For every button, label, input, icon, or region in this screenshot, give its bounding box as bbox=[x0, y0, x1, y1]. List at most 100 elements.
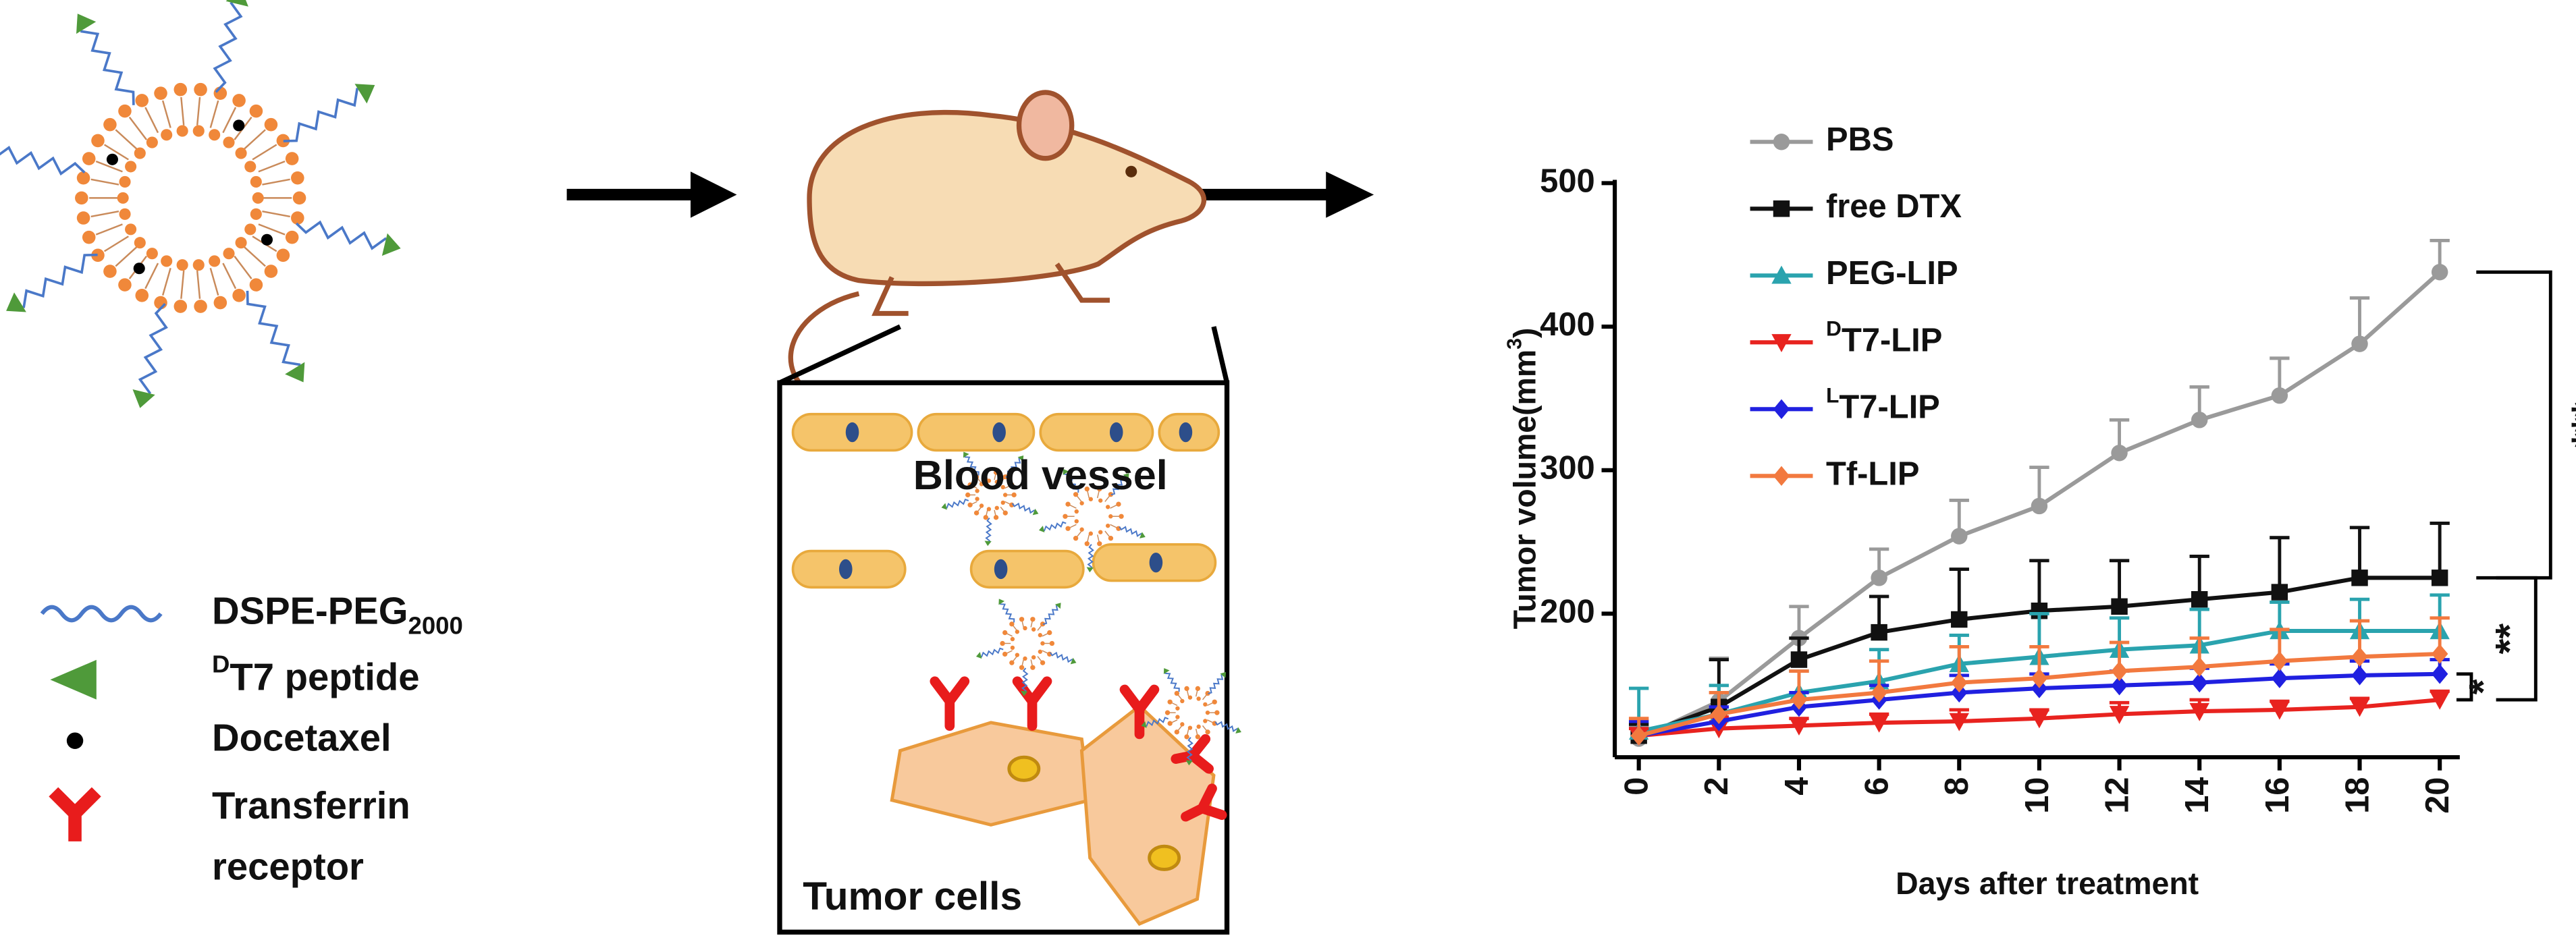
lipid-head bbox=[1038, 649, 1043, 654]
lipid-tail bbox=[1207, 719, 1214, 723]
marker bbox=[2431, 264, 2448, 281]
lipid-head bbox=[103, 265, 117, 278]
lipid-head bbox=[135, 94, 149, 107]
lipid-head bbox=[76, 171, 90, 185]
lipid-head bbox=[973, 474, 980, 480]
lipid-tail bbox=[971, 484, 977, 489]
lipid-head bbox=[1019, 617, 1025, 622]
lipid-tail bbox=[1012, 656, 1017, 662]
lipid-head bbox=[194, 300, 207, 313]
lipid-head bbox=[276, 134, 290, 148]
marker bbox=[2111, 661, 2128, 682]
lipid-head bbox=[1098, 498, 1103, 503]
lipid-head bbox=[1174, 729, 1180, 735]
lipid-head bbox=[993, 515, 999, 520]
tumor-nucleus bbox=[1148, 844, 1181, 871]
lipid-head bbox=[1065, 501, 1071, 507]
lipid-head bbox=[1108, 536, 1114, 541]
lipid-head bbox=[125, 223, 137, 236]
lipid-tail bbox=[1021, 659, 1024, 666]
lipid-head bbox=[1187, 725, 1193, 730]
lipid-head bbox=[264, 117, 278, 132]
marker bbox=[1790, 651, 1808, 668]
peg-chain bbox=[1043, 521, 1067, 532]
lipid-head bbox=[1011, 492, 1017, 498]
peg-chain bbox=[1186, 737, 1193, 761]
lipid-head bbox=[1002, 651, 1008, 657]
lipid-tail bbox=[252, 144, 277, 161]
mouse-legs bbox=[871, 262, 1110, 316]
x-tick-label: 12 bbox=[2099, 777, 2135, 814]
lipid-tail bbox=[986, 509, 988, 516]
nucleus bbox=[839, 559, 853, 580]
lipid-head bbox=[250, 208, 262, 220]
lipid-head bbox=[1079, 527, 1084, 532]
lipid-tail bbox=[1195, 728, 1198, 736]
marker bbox=[1771, 265, 1792, 284]
marker bbox=[1773, 466, 1790, 487]
lipid-head bbox=[134, 147, 146, 159]
marker bbox=[2191, 590, 2208, 608]
lipid-tail bbox=[161, 100, 171, 128]
error-bar bbox=[2430, 522, 2450, 578]
peptide bbox=[998, 599, 1005, 605]
lipid-tail bbox=[1006, 650, 1013, 654]
lipid-head bbox=[75, 191, 88, 205]
lipid-head bbox=[975, 489, 980, 493]
x-tick-label: 18 bbox=[2339, 777, 2376, 814]
liposome bbox=[1038, 469, 1146, 573]
lipid-tail bbox=[103, 144, 129, 161]
lipid-head bbox=[967, 482, 973, 488]
lipid-tail bbox=[1110, 524, 1117, 528]
lipid-head bbox=[1010, 636, 1015, 642]
marker bbox=[2191, 657, 2208, 677]
lipid-head bbox=[994, 479, 999, 484]
lipid-tail bbox=[144, 262, 159, 289]
marker bbox=[1773, 399, 1790, 419]
peptide bbox=[1235, 727, 1241, 734]
lipid-head bbox=[232, 94, 246, 107]
peptide bbox=[963, 451, 969, 458]
peg-chain bbox=[964, 456, 980, 476]
peptide bbox=[76, 13, 97, 34]
lipid-head bbox=[1015, 653, 1020, 657]
lipid-head bbox=[1009, 621, 1015, 627]
lipid-head bbox=[975, 497, 980, 501]
lipid-head bbox=[244, 161, 257, 173]
marker bbox=[2271, 651, 2288, 671]
lipid-tail bbox=[115, 129, 138, 150]
lipid-head bbox=[223, 136, 235, 148]
lipid-head bbox=[965, 492, 971, 498]
marker bbox=[2271, 584, 2288, 601]
lipid-head bbox=[264, 265, 278, 278]
lipid-tail bbox=[244, 129, 266, 150]
peg-chain bbox=[1214, 721, 1238, 732]
lipid-tail bbox=[1171, 719, 1178, 723]
lipid-head bbox=[1175, 706, 1180, 711]
lipid-head bbox=[134, 237, 146, 249]
peptide bbox=[1086, 567, 1094, 573]
lipid-tail bbox=[1042, 633, 1048, 637]
y-tick-label: 500 bbox=[1540, 163, 1595, 199]
lipid-head bbox=[1164, 710, 1171, 715]
lipid-tail bbox=[1177, 694, 1183, 700]
lipid-head bbox=[1167, 721, 1173, 726]
lipid-tail bbox=[1006, 633, 1013, 637]
lipid-head bbox=[192, 125, 205, 137]
peg-chain bbox=[80, 30, 135, 105]
lipid-head bbox=[176, 259, 188, 271]
inset-label: Blood vessel bbox=[913, 452, 1168, 498]
marker bbox=[1773, 200, 1790, 217]
lipid-head bbox=[1073, 492, 1079, 497]
peptide bbox=[1021, 690, 1028, 696]
lipid-head bbox=[1116, 501, 1121, 507]
peptide bbox=[1063, 469, 1069, 475]
lipid-head bbox=[1084, 487, 1090, 492]
lipid-tail bbox=[1186, 728, 1189, 736]
peptide bbox=[354, 84, 375, 104]
significance-label: ** bbox=[2488, 624, 2532, 655]
lipid-head bbox=[194, 82, 207, 96]
peg-chain bbox=[1021, 667, 1029, 692]
marker bbox=[1771, 334, 1792, 352]
